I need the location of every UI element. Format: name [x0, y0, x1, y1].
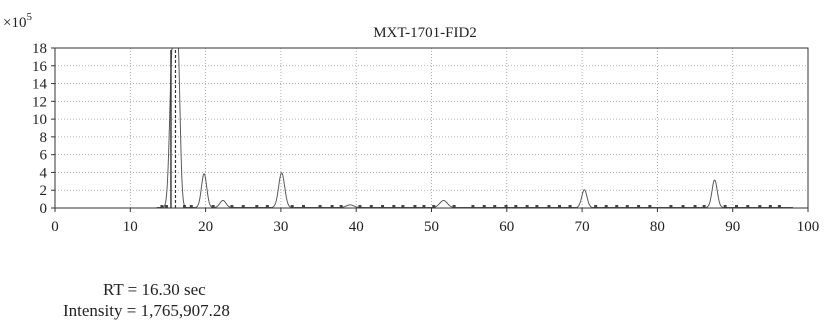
baseline-marker [265, 205, 269, 208]
baseline-marker [604, 205, 608, 208]
x-tick-label: 10 [123, 219, 138, 235]
retention-time-readout: RT = 16.30 sec [103, 280, 206, 299]
baseline-marker [723, 205, 727, 208]
baseline-marker [558, 205, 562, 208]
chromatogram-line [156, 47, 793, 209]
baseline-marker [525, 205, 529, 208]
x-tick-label: 50 [424, 219, 439, 235]
baseline-marker [432, 205, 436, 208]
y-tick-label: 16 [32, 59, 48, 75]
baseline-marker [381, 205, 385, 208]
baseline-marker [669, 205, 673, 208]
baseline-marker [615, 205, 619, 208]
y-tick-label: 0 [40, 201, 48, 217]
baseline-marker [189, 205, 193, 208]
baseline-marker [768, 205, 772, 208]
baseline-marker [758, 205, 762, 208]
y-tick-label: 2 [40, 183, 48, 199]
baseline-marker [594, 205, 598, 208]
y-multiplier-base: ×10 [3, 15, 26, 31]
grid-lines [55, 47, 808, 208]
baseline-marker [482, 205, 486, 208]
baseline-marker [422, 205, 426, 208]
y-multiplier-exponent: 5 [26, 11, 32, 23]
baseline-marker [211, 205, 215, 208]
x-tick-label: 60 [499, 219, 514, 235]
baseline-marker [734, 205, 738, 208]
baseline-marker [230, 205, 234, 208]
baseline-marker [164, 205, 168, 208]
baseline-marker [241, 205, 245, 208]
baseline-marker [290, 205, 294, 208]
axes [51, 47, 809, 212]
baseline-marker [392, 205, 396, 208]
x-tick-label: 90 [725, 219, 740, 235]
y-tick-label: 12 [32, 94, 47, 110]
baseline-marker [504, 205, 508, 208]
y-multiplier-label: ×105 [3, 11, 32, 31]
baseline-marker [625, 205, 629, 208]
baseline-marker [183, 205, 187, 208]
baseline-marker [413, 205, 417, 208]
baseline-marker [339, 205, 343, 208]
x-tick-label: 0 [51, 219, 59, 235]
x-tick-label: 20 [198, 219, 213, 235]
y-tick-label: 6 [40, 148, 48, 164]
baseline-marker [777, 205, 781, 208]
baseline-marker [568, 205, 572, 208]
baseline-marker [702, 205, 706, 208]
x-tick-labels: 0 10 20 30 40 50 60 70 80 90 100 [51, 219, 819, 235]
baseline-marker [160, 205, 164, 208]
baseline-marker [681, 205, 685, 208]
baseline-marker [648, 205, 652, 208]
y-tick-label: 10 [32, 112, 47, 128]
baseline-marker [452, 205, 456, 208]
y-tick-label: 8 [40, 130, 48, 146]
baseline-marker [493, 205, 497, 208]
chart-title: MXT-1701-FID2 [373, 25, 477, 41]
y-tick-label: 18 [32, 41, 47, 57]
intensity-readout: Intensity = 1,765,907.28 [63, 301, 230, 320]
baseline-marker [637, 205, 641, 208]
x-tick-label: 100 [797, 219, 820, 235]
baseline-marker [746, 205, 750, 208]
x-tick-label: 30 [273, 219, 288, 235]
baseline-marker [693, 205, 697, 208]
x-tick-label: 40 [349, 219, 364, 235]
baseline-marker [330, 205, 334, 208]
baseline-marker [471, 205, 475, 208]
x-tick-label: 80 [650, 219, 665, 235]
baseline-marker [535, 205, 539, 208]
baseline-markers [160, 205, 781, 208]
baseline-marker [369, 205, 373, 208]
y-tick-label: 4 [40, 165, 48, 181]
baseline-marker [255, 205, 259, 208]
x-tick-label: 70 [575, 219, 590, 235]
baseline-marker [301, 205, 305, 208]
baseline-marker [514, 205, 518, 208]
baseline-marker [547, 205, 551, 208]
y-tick-label: 14 [32, 77, 48, 93]
baseline-marker [358, 205, 362, 208]
baseline-marker [401, 205, 405, 208]
chromatogram-trace [156, 47, 793, 209]
baseline-marker [318, 205, 322, 208]
